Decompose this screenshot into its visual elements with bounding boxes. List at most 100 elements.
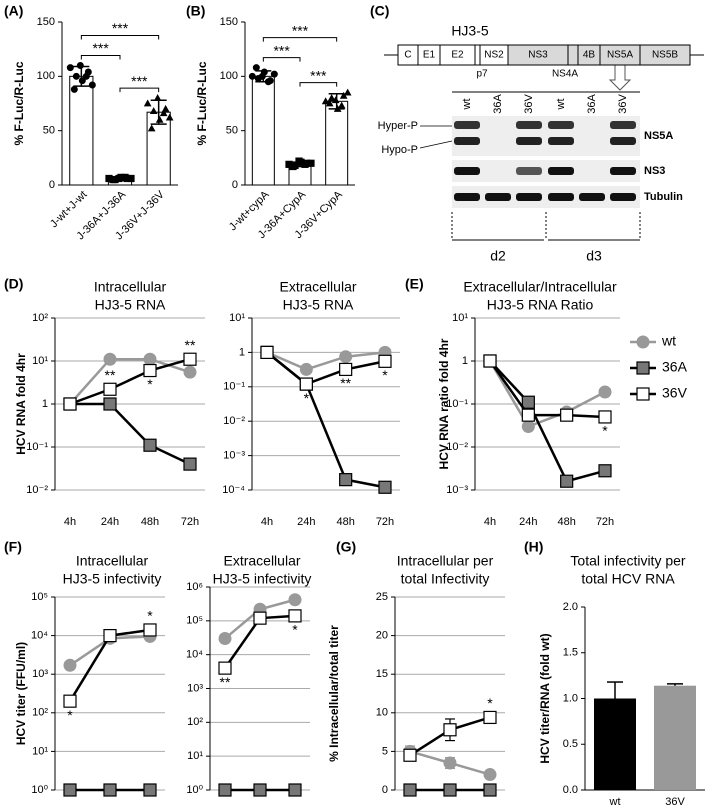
chart-title: HJ3-5 RNA [283, 297, 354, 313]
band [516, 121, 542, 129]
marker [103, 397, 117, 411]
segment-label: C [404, 50, 411, 61]
x-tick-label: 48h [141, 516, 159, 528]
y-tick-label: 10³ [187, 682, 203, 694]
y-tick-label: 10⁻¹ [446, 398, 468, 410]
marker [636, 361, 650, 375]
lane-label: wt [461, 99, 473, 111]
chart-title: Extracellular/Intracellular [463, 279, 617, 295]
marker [299, 377, 313, 391]
marker [76, 61, 84, 69]
y-axis-label: % F-Luc/R-Luc [12, 61, 26, 145]
series-line [488, 360, 606, 419]
y-tick-label: 5 [382, 745, 388, 757]
day-label: d2 [490, 248, 506, 264]
y-tick-label: 0 [232, 179, 238, 191]
segment-label-below: p7 [476, 69, 488, 80]
day-label: d3 [586, 248, 602, 264]
blot-row [452, 186, 640, 208]
y-tick-label: 100 [220, 70, 238, 82]
y-tick-label: 10² [32, 312, 48, 324]
y-tick-label: 10⁻² [446, 441, 468, 453]
marker [598, 464, 612, 478]
y-tick-label: 100 [37, 70, 55, 82]
y-axis-label: % F-Luc/R-Luc [195, 61, 209, 145]
marker [252, 64, 260, 72]
y-tick-label: 10⁴ [31, 630, 48, 642]
y-axis-label: HCV RNA ratio fold 4hr [437, 338, 451, 469]
y-tick-label: 10⁻⁴ [222, 484, 245, 496]
band [454, 193, 480, 201]
y-tick-label: 10⁻¹ [26, 441, 48, 453]
panel-label: (E) [405, 276, 424, 292]
significance-label: *** [92, 40, 109, 56]
marker [521, 408, 535, 422]
marker [270, 70, 278, 78]
chart-title: HJ3-5 infectivity [213, 571, 312, 587]
y-tick-label: 20 [376, 630, 388, 642]
lane-label: 36A [492, 94, 504, 114]
significance-label: ** [220, 674, 231, 690]
x-tick-label: 4h [64, 516, 76, 528]
significance-label: * [487, 695, 493, 711]
significance-bracket [119, 87, 160, 93]
band [610, 193, 636, 201]
marker [218, 783, 232, 797]
marker [521, 395, 535, 409]
marker [483, 783, 497, 797]
pointer [419, 140, 453, 149]
y-tick-label: 10⁻³ [446, 484, 468, 496]
significance-bracket [262, 57, 301, 62]
marker [483, 354, 497, 368]
band [454, 137, 480, 145]
segment-label: NS5A [607, 50, 633, 61]
series-line [69, 358, 191, 406]
y-tick-label: 150 [220, 16, 238, 28]
marker [483, 768, 497, 782]
blot-row [452, 116, 640, 156]
marker [378, 480, 392, 494]
y-tick-label: 10⁵ [186, 615, 203, 627]
band [548, 121, 574, 129]
series-line [489, 360, 606, 483]
y-tick-label: 0 [382, 784, 388, 796]
x-tick-label: 72h [596, 516, 614, 528]
y-tick-label: 1 [239, 346, 245, 358]
marker [183, 365, 197, 379]
y-tick-label: 10¹ [32, 355, 48, 367]
marker [218, 632, 232, 646]
marker [143, 363, 157, 378]
gene-segment [567, 44, 579, 66]
marker [337, 101, 346, 109]
significance-label: * [304, 390, 310, 406]
marker [339, 91, 348, 99]
marker [103, 382, 117, 396]
protein-label: NS5A [644, 130, 673, 142]
marker [159, 109, 168, 117]
y-tick-label: 1.0 [563, 692, 578, 704]
marker [598, 410, 612, 424]
marker [443, 723, 457, 737]
segment-label: E2 [451, 50, 464, 61]
marker [403, 748, 417, 762]
x-tick-label: wt [609, 796, 621, 808]
marker [636, 335, 650, 349]
marker [253, 611, 267, 625]
x-tick-label: 24h [297, 516, 315, 528]
y-tick-label: 1 [462, 355, 468, 367]
y-tick-label: 10⁴ [186, 649, 203, 661]
marker [339, 362, 353, 377]
significance-label: *** [273, 42, 290, 58]
band [610, 167, 636, 175]
marker [295, 157, 303, 165]
marker [88, 81, 96, 89]
significance-bracket [262, 37, 338, 42]
marker [248, 72, 256, 80]
panel-label: (H) [524, 539, 543, 555]
chart-title: Total infectivity per [570, 553, 685, 569]
y-tick-label: 10³ [32, 668, 48, 680]
significance-label: * [602, 423, 608, 439]
lane-label: 36A [586, 94, 598, 114]
chart-title: HJ3-5 RNA [95, 297, 166, 313]
protein-label: NS3 [644, 165, 665, 177]
